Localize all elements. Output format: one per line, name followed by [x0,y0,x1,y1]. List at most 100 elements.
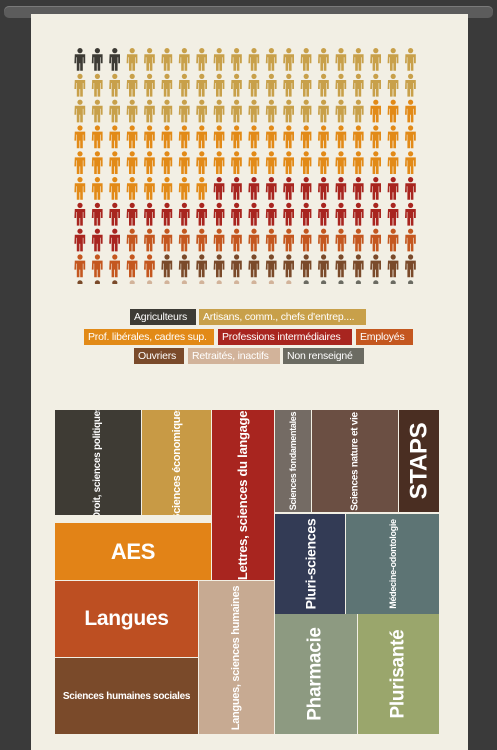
person-icon [370,125,381,149]
person-icon [300,254,312,278]
person-icon [283,99,294,123]
person-icon [265,48,277,71]
person-icon [338,280,344,284]
person-icon [355,280,361,284]
person-icon [178,254,190,278]
person-icon [161,177,173,200]
person-icon [318,125,329,149]
person-icon [387,73,399,97]
person-icon [352,202,364,226]
person-icon [213,177,225,200]
treemap-tile-langues: Langues [55,581,198,657]
person-icon [91,202,103,226]
person-icon [178,125,190,149]
person-icon [129,280,135,284]
treemap-tile-plurisante: Plurisanté [358,614,439,734]
person-icon [370,48,381,71]
person-icon [230,177,242,200]
person-icon [144,73,155,97]
person-icon [387,254,399,278]
person-icon [196,177,207,200]
person-icon [265,228,277,252]
person-icon [74,48,86,71]
person-icon [91,151,103,174]
person-icon [178,99,190,123]
person-icon [408,280,414,284]
person-icon [248,254,260,278]
person-icon [213,228,225,252]
person-icon [91,48,103,71]
person-icon [109,99,120,123]
person-icon [300,202,312,226]
treemap-tile-langues-sciences-humaines: Langues, sciences humaines [199,581,274,734]
treemap-tile-staps: STAPS [399,410,439,512]
person-icon [335,254,347,278]
person-icon [109,228,120,252]
person-icon [335,99,347,123]
person-icon [283,228,294,252]
person-icon [91,228,103,252]
person-icon [74,151,86,174]
person-icon [370,254,381,278]
person-icon [387,48,399,71]
person-icon [300,228,312,252]
person-icon [300,177,312,200]
person-icon [248,228,260,252]
person-icon [335,48,347,71]
person-icon [109,125,120,149]
person-icon [181,280,187,284]
person-icon [283,48,294,71]
person-icon [230,151,242,174]
person-icon [109,177,120,200]
person-icon [213,254,225,278]
person-icon [387,202,399,226]
person-icon [230,125,242,149]
person-icon [283,202,294,226]
person-icon [300,151,312,174]
person-icon [109,48,120,71]
person-icon [109,202,120,226]
person-icon [283,73,294,97]
person-icon [286,280,292,284]
person-icon [178,202,190,226]
person-icon [387,125,399,149]
person-icon [213,48,225,71]
person-icon [164,280,170,284]
person-icon [213,99,225,123]
person-icon [318,151,329,174]
person-icon [352,177,364,200]
person-icon [405,48,416,71]
treemap-tile-aes: AES [55,523,211,580]
person-icon [147,280,153,284]
person-icon [161,48,173,71]
person-icon [248,151,260,174]
person-icon [230,228,242,252]
person-icon [196,228,207,252]
person-icon [196,151,207,174]
person-icon [248,99,260,123]
person-icon [283,254,294,278]
person-icon [283,151,294,174]
person-icon [405,151,416,174]
person-icon [390,280,396,284]
person-icon [405,125,416,149]
person-icon [387,177,399,200]
person-icon [265,73,277,97]
person-icon [112,280,118,284]
person-icon [318,254,329,278]
legend-item-ouvriers: Ouvriers [134,348,184,364]
person-icon [126,99,138,123]
person-icon [213,151,225,174]
person-icon [335,125,347,149]
person-icon [144,228,155,252]
legend-item-cadres: Prof. libérales, cadres sup. [84,329,214,345]
person-icon [248,202,260,226]
person-icon [74,202,86,226]
person-icon [352,73,364,97]
person-icon [352,99,364,123]
legend-item-retraites: Retraités, inactifs [188,348,280,364]
person-icon [161,73,173,97]
person-icon [283,177,294,200]
person-icon [178,177,190,200]
person-icon [335,177,347,200]
